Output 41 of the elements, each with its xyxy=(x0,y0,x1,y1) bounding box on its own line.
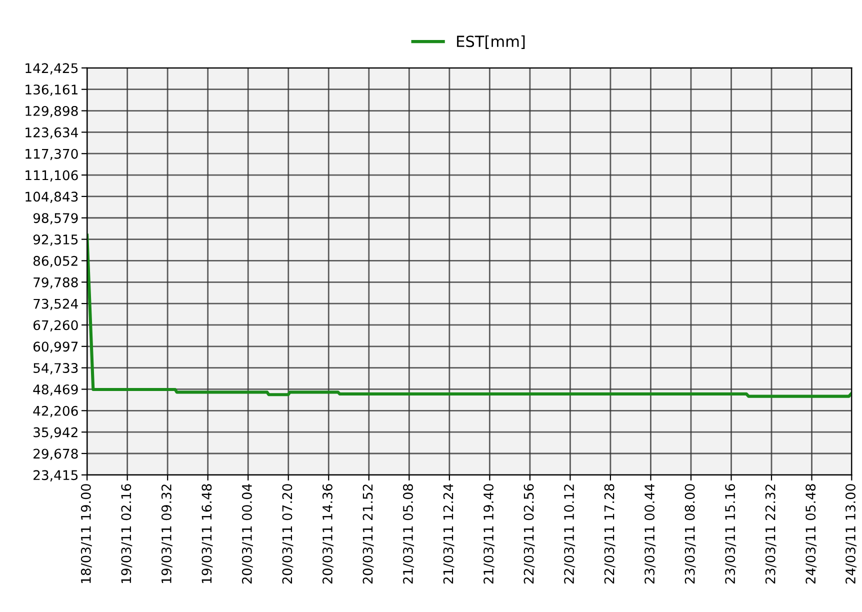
x-tick-label: 20/03/11 00.04 xyxy=(242,484,253,584)
x-tick-label: 22/03/11 17.28 xyxy=(604,484,616,584)
y-tick-label: 67,260 xyxy=(33,320,78,332)
x-tick-label: 19/03/11 16.48 xyxy=(202,484,213,584)
x-tick-label: 24/03/11 05.48 xyxy=(806,484,817,584)
x-tick-label: 19/03/11 09.32 xyxy=(161,484,172,584)
x-tick-label: 19/03/11 02.16 xyxy=(121,484,132,584)
x-tick-label: 23/03/11 00.44 xyxy=(644,484,656,584)
x-tick-label: 23/03/11 08.00 xyxy=(684,484,696,584)
x-tick-label: 21/03/11 05.08 xyxy=(403,484,414,584)
y-tick-label: 29,678 xyxy=(34,448,78,460)
y-tick-label: 98,579 xyxy=(33,213,78,224)
y-tick-label: 129,898 xyxy=(26,106,78,118)
y-tick-label: 73,524 xyxy=(34,298,78,310)
x-tick-label: 18/03/11 19.00 xyxy=(80,484,92,584)
x-tick-label: 21/03/11 12.24 xyxy=(443,484,454,584)
x-tick-label: 20/03/11 14.36 xyxy=(322,484,334,584)
x-tick-label: 24/03/11 13.00 xyxy=(846,484,857,584)
x-tick-label: 21/03/11 19.40 xyxy=(484,484,495,584)
y-tick-label: 35,942 xyxy=(34,427,78,439)
x-tick-label: 20/03/11 07.20 xyxy=(282,484,294,584)
y-tick-label: 92,315 xyxy=(33,234,78,246)
y-tick-label: 48,469 xyxy=(33,384,78,396)
y-tick-label: 23,415 xyxy=(34,470,78,482)
x-tick-label: 23/03/11 22.32 xyxy=(765,484,776,584)
x-tick-label: 22/03/11 10.12 xyxy=(564,484,576,584)
y-tick-label: 136,161 xyxy=(26,84,78,96)
y-tick-label: 42,206 xyxy=(33,406,78,418)
y-tick-label: 111,106 xyxy=(26,170,78,182)
y-tick-label: 86,052 xyxy=(33,256,78,268)
x-tick-label: 23/03/11 15.16 xyxy=(725,484,736,584)
legend-label: EST[mm] xyxy=(457,35,525,49)
x-tick-label: 22/03/11 02.56 xyxy=(524,484,535,584)
y-tick-label: 104,843 xyxy=(26,192,78,203)
y-tick-label: 123,634 xyxy=(26,127,78,139)
y-tick-label: 54,733 xyxy=(34,363,78,374)
x-tick-label: 20/03/11 21.52 xyxy=(362,484,374,584)
y-tick-label: 142,425 xyxy=(26,63,78,74)
y-tick-label: 60,997 xyxy=(33,342,78,353)
y-tick-label: 117,370 xyxy=(26,148,78,160)
y-tick-label: 79,788 xyxy=(34,277,78,289)
